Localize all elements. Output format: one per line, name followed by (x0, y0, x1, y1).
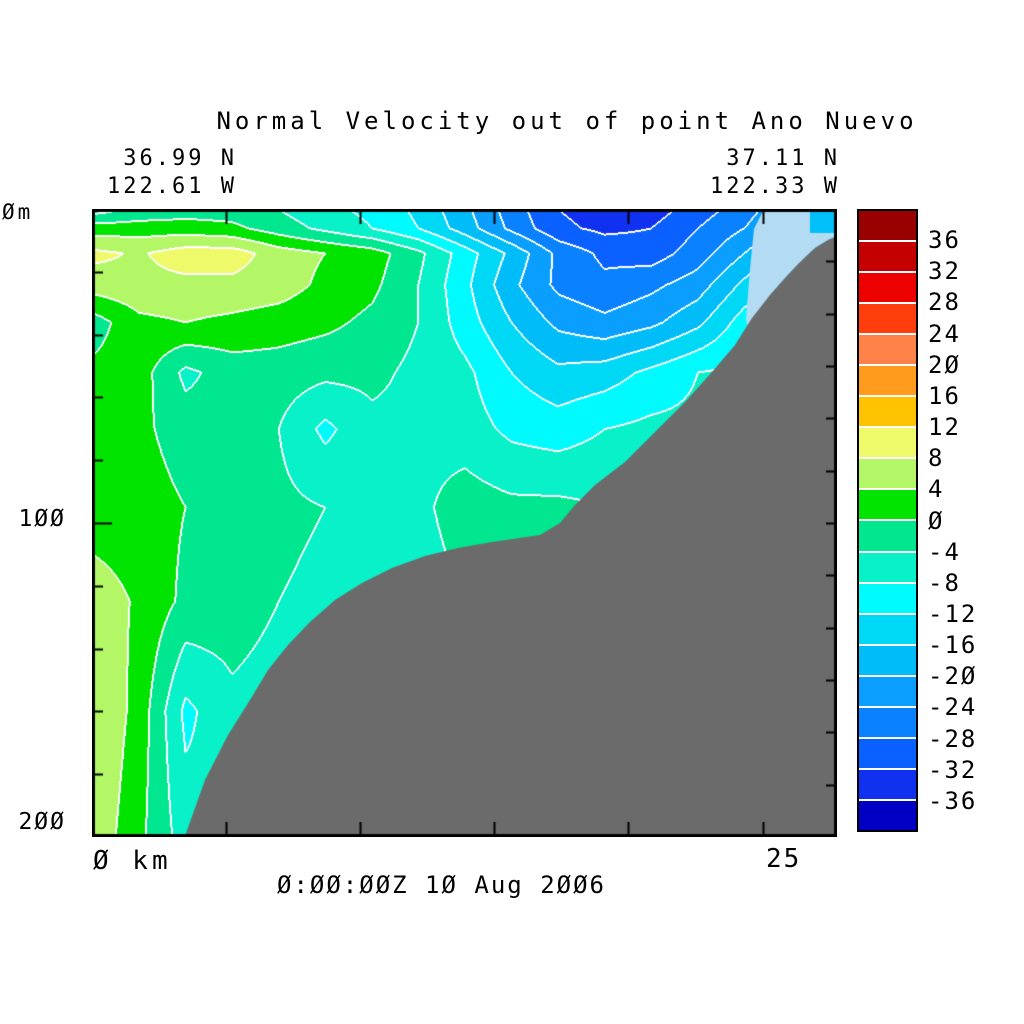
colorbar-band (859, 335, 916, 365)
colorbar-tick-label: 24 (928, 320, 961, 348)
left-latitude-label: 36.99 N (123, 146, 237, 171)
colorbar-band (859, 521, 916, 551)
colorbar-band (859, 304, 916, 334)
colorbar-tick-label: 4 (928, 475, 945, 503)
distance-axis-label-25km: 25 (766, 844, 802, 874)
colorbar-band (859, 676, 916, 706)
colorbar-tick-label: 2Ø (928, 351, 961, 379)
right-latitude-label: 37.11 N (726, 146, 840, 171)
plot-title: Normal Velocity out of point Ano Nuevo (216, 107, 918, 135)
colorbar-band (859, 273, 916, 303)
colorbar (857, 209, 918, 832)
colorbar-tick-label: -16 (928, 631, 978, 659)
distance-axis-label-0km: Ø km (93, 846, 172, 876)
colorbar-labels: 36 32 28 24 2Ø 16 12 8 4 Ø -4 -8 -12 -16 -2Ø -24 -28 -32 -… (928, 209, 1018, 832)
colorbar-band (859, 211, 916, 241)
colorbar-band (859, 769, 916, 799)
colorbar-band (859, 645, 916, 675)
contour-section-canvas (92, 209, 837, 837)
colorbar-band (859, 397, 916, 427)
colorbar-band (859, 242, 916, 272)
depth-axis-label-0m: Øm (2, 200, 34, 224)
right-longitude-label: 122.33 W (710, 174, 840, 199)
depth-axis-label-100m: 1ØØ (18, 506, 66, 532)
colorbar-tick-label: 36 (928, 226, 961, 254)
colorbar-tick-label: Ø (928, 507, 945, 535)
colorbar-tick-label: -4 (928, 538, 961, 566)
colorbar-tick-label: 12 (928, 413, 961, 441)
colorbar-band (859, 552, 916, 582)
colorbar-band (859, 800, 916, 830)
colorbar-tick-label: 8 (928, 444, 945, 472)
colorbar-band (859, 583, 916, 613)
colorbar-tick-label: -2Ø (928, 662, 978, 690)
colorbar-band (859, 707, 916, 737)
colorbar-band (859, 428, 916, 458)
colorbar-tick-label: 28 (928, 288, 961, 316)
colorbar-tick-label: -8 (928, 569, 961, 597)
colorbar-tick-label: -24 (928, 693, 978, 721)
colorbar-band (859, 614, 916, 644)
left-longitude-label: 122.61 W (107, 174, 237, 199)
colorbar-band (859, 738, 916, 768)
colorbar-tick-label: -28 (928, 725, 978, 753)
depth-axis-label-200m: 2ØØ (18, 809, 66, 835)
timestamp-caption: Ø:ØØ:ØØZ 1Ø Aug 2ØØ6 (277, 871, 606, 899)
colorbar-tick-label: -36 (928, 787, 978, 815)
colorbar-band (859, 366, 916, 396)
colorbar-band (859, 490, 916, 520)
colorbar-tick-label: -12 (928, 600, 978, 628)
colorbar-band (859, 459, 916, 489)
colorbar-tick-label: 32 (928, 257, 961, 285)
colorbar-tick-label: 16 (928, 382, 961, 410)
colorbar-tick-label: -32 (928, 756, 978, 784)
